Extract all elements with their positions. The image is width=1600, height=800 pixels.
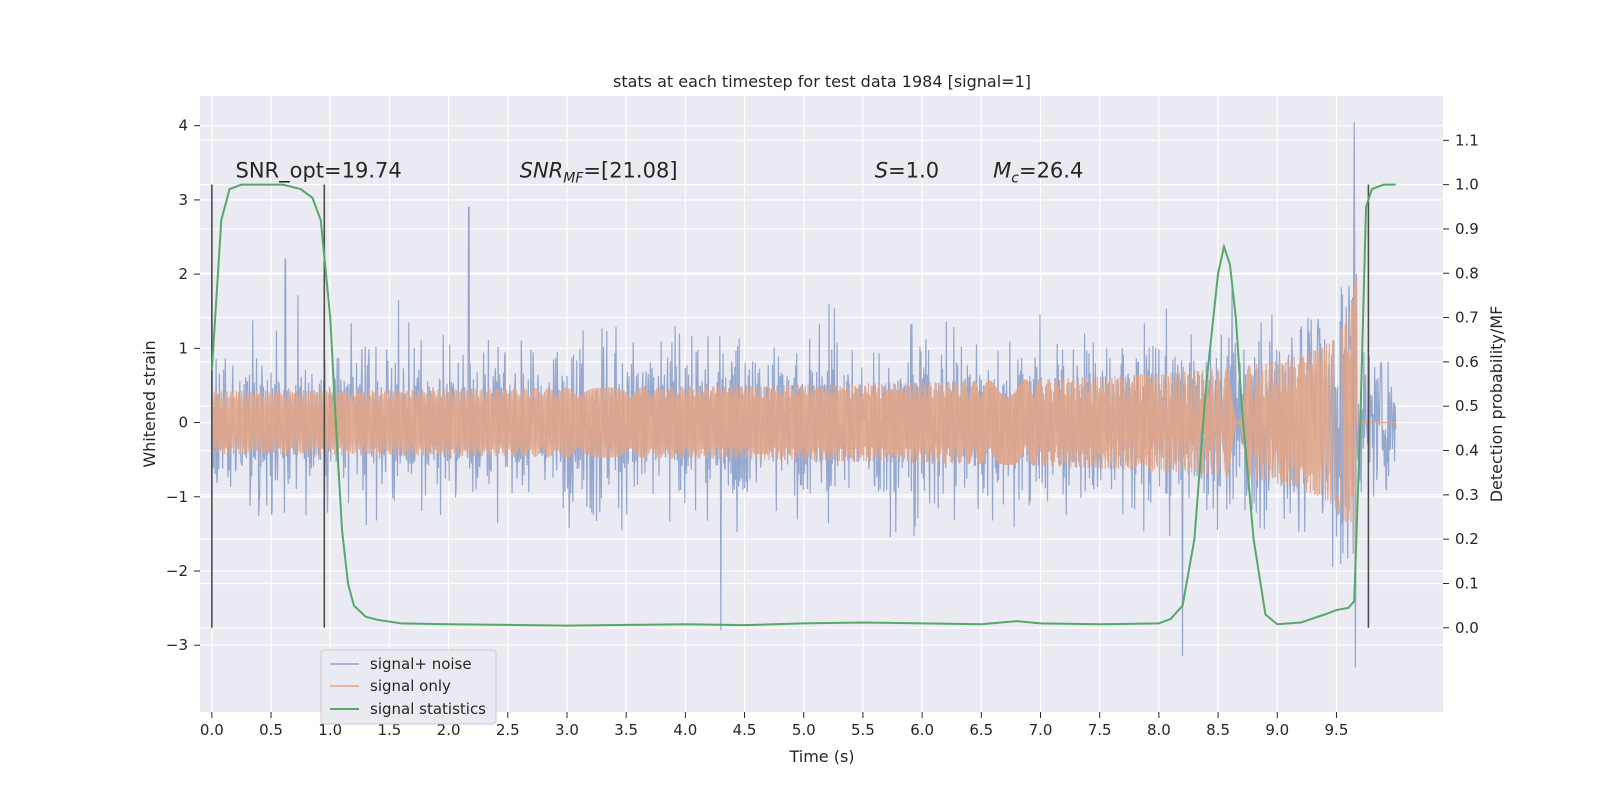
y2-tick-label: 1.0 <box>1455 176 1479 194</box>
y2-tick-label: 0.0 <box>1455 619 1479 637</box>
y-tick-label: 2 <box>178 265 188 283</box>
series-signal-statistics <box>210 183 1396 627</box>
x-tick-label: 4.0 <box>673 721 697 739</box>
y2-tick-label: 1.1 <box>1455 131 1479 149</box>
y2-tick-label: 0.6 <box>1455 353 1479 371</box>
x-tick-label: 4.5 <box>733 721 757 739</box>
y-tick-label: 1 <box>178 339 188 357</box>
y-tick-label: 3 <box>178 191 188 209</box>
x-tick-label: 7.0 <box>1029 721 1053 739</box>
chart-title: stats at each timestep for test data 198… <box>613 72 1031 91</box>
x-tick-label: 9.0 <box>1265 721 1289 739</box>
legend-label-signal: signal only <box>370 677 451 695</box>
y-axis-label: Whitened strain <box>140 340 159 467</box>
y-tick-label: −3 <box>166 636 188 654</box>
x-axis-label: Time (s) <box>788 747 854 766</box>
series-signal-only <box>211 277 1396 559</box>
x-tick-label: 0.0 <box>200 721 224 739</box>
x-tick-label: 0.5 <box>259 721 283 739</box>
x-tick-label: 5.0 <box>792 721 816 739</box>
x-tick-label: 3.0 <box>555 721 579 739</box>
y2-tick-label: 0.1 <box>1455 574 1479 592</box>
x-tick-label: 1.5 <box>377 721 401 739</box>
annotation: Mc=26.4 <box>993 159 1083 187</box>
x-tick-label: 2.5 <box>496 721 520 739</box>
annotation: SNRMF=[21.08] <box>520 159 678 187</box>
y-axis: −3 −2 −1 0 1 2 3 4 <box>166 117 200 654</box>
x-tick-label: 6.5 <box>969 721 993 739</box>
y2-tick-label: 0.2 <box>1455 530 1479 548</box>
x-tick-label: 8.0 <box>1147 721 1171 739</box>
x-tick-label: 7.5 <box>1088 721 1112 739</box>
y-tick-label: −2 <box>166 562 188 580</box>
legend-box <box>320 649 497 725</box>
y2-axis: 0.0 0.1 0.2 0.3 0.4 0.5 0.6 0.7 0.8 0.9 1.0 1.1 <box>1443 131 1479 637</box>
signal-line <box>211 277 1396 559</box>
y2-tick-label: 0.8 <box>1455 264 1479 282</box>
x-tick-label: 9.5 <box>1325 721 1349 739</box>
legend: signal+ noise signal only signal statist… <box>320 649 497 725</box>
y-tick-label: 0 <box>178 414 188 432</box>
x-tick-label: 2.0 <box>437 721 461 739</box>
x-tick-label: 8.5 <box>1206 721 1230 739</box>
y2-axis-label: Detection probability/MF <box>1487 306 1506 503</box>
legend-label-stats: signal statistics <box>370 700 486 718</box>
annotations: SNR_opt=19.74 SNRMF=[21.08] S=1.0 Mc=26.4 <box>236 159 1084 187</box>
y-tick-label: −1 <box>166 488 188 506</box>
annotation: SNR_opt=19.74 <box>236 159 402 184</box>
y2-tick-label: 0.3 <box>1455 486 1479 504</box>
y-tick-label: 4 <box>178 117 188 135</box>
y2-tick-label: 0.4 <box>1455 442 1479 460</box>
x-axis: 0.0 0.5 1.0 1.5 2.0 2.5 3.0 3.5 4.0 4.5 5.0 5.5 6.0 6… <box>200 712 1348 739</box>
x-tick-label: 6.0 <box>910 721 934 739</box>
x-tick-label: 3.5 <box>614 721 638 739</box>
annotation: S=1.0 <box>875 159 939 183</box>
legend-label-noise: signal+ noise <box>370 655 472 673</box>
y2-tick-label: 0.5 <box>1455 397 1479 415</box>
stats-line <box>210 183 1396 627</box>
y2-tick-label: 0.7 <box>1455 309 1479 327</box>
x-tick-label: 1.0 <box>318 721 342 739</box>
x-tick-label: 5.5 <box>851 721 875 739</box>
y2-tick-label: 0.9 <box>1455 220 1479 238</box>
